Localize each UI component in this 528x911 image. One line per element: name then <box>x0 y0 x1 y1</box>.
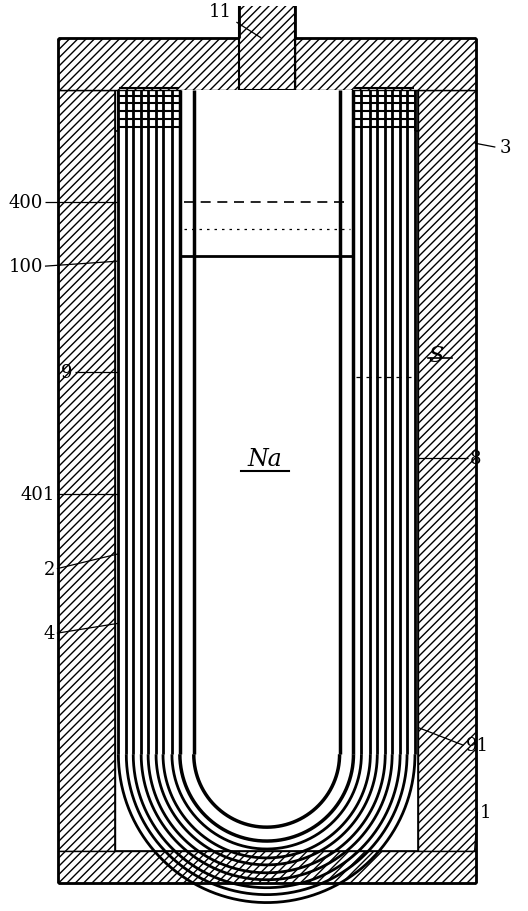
Text: 11: 11 <box>209 3 231 21</box>
Text: 1: 1 <box>479 803 491 821</box>
Bar <box>418 90 476 852</box>
Text: P1: P1 <box>248 189 282 213</box>
Text: 91: 91 <box>466 736 488 754</box>
Bar <box>58 852 476 884</box>
Text: 9: 9 <box>61 363 73 382</box>
Text: Na: Na <box>248 447 282 471</box>
Text: 400: 400 <box>8 193 43 211</box>
Bar <box>239 1 295 90</box>
Text: 2: 2 <box>43 560 55 578</box>
Bar <box>414 90 419 812</box>
Bar <box>295 39 476 90</box>
Text: S: S <box>428 345 443 367</box>
Bar <box>58 39 239 90</box>
Text: 401: 401 <box>21 486 55 504</box>
Bar <box>181 90 353 257</box>
Bar <box>116 90 418 852</box>
Text: 100: 100 <box>8 258 43 276</box>
Bar <box>58 90 116 852</box>
Bar <box>116 90 119 812</box>
Text: 8: 8 <box>469 449 481 467</box>
Polygon shape <box>194 754 340 827</box>
Text: 4: 4 <box>43 625 55 642</box>
Text: 3: 3 <box>499 139 511 157</box>
Bar <box>195 90 338 754</box>
